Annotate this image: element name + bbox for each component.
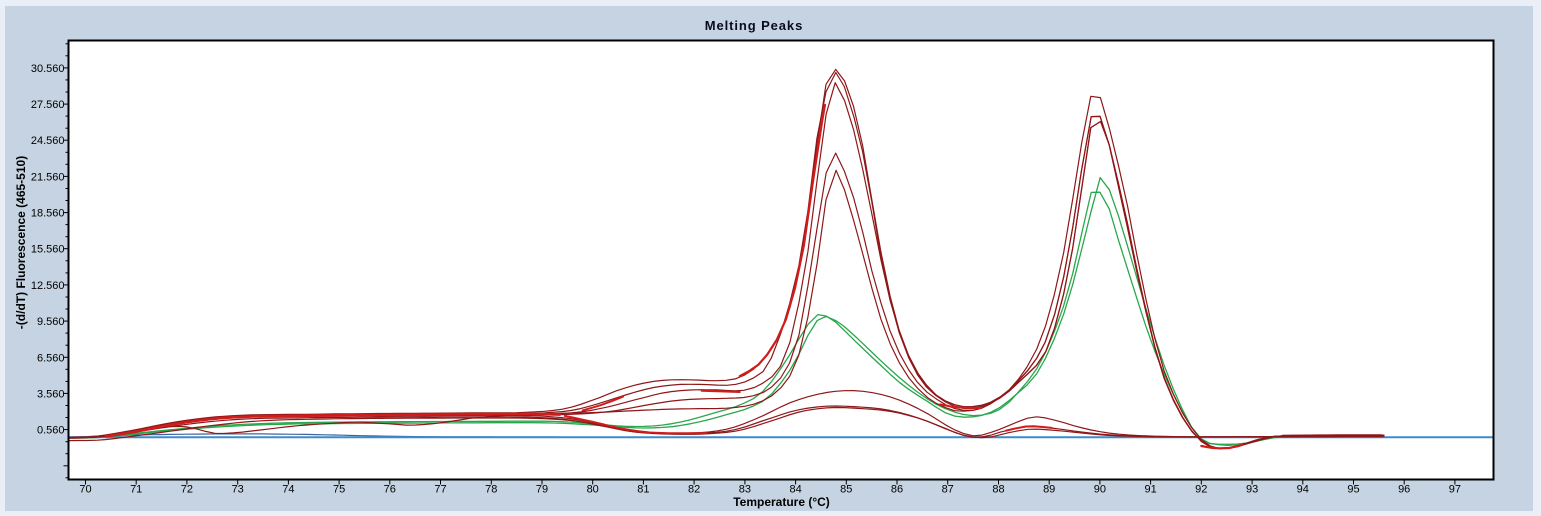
svg-text:15.560: 15.560 xyxy=(31,244,65,256)
svg-text:71: 71 xyxy=(130,483,142,495)
svg-text:12.560: 12.560 xyxy=(31,280,65,292)
svg-text:97: 97 xyxy=(1449,483,1461,495)
svg-text:27.560: 27.560 xyxy=(31,99,65,111)
svg-text:21.560: 21.560 xyxy=(31,171,65,183)
svg-text:78: 78 xyxy=(485,483,497,495)
svg-text:3.560: 3.560 xyxy=(37,388,65,400)
svg-text:92: 92 xyxy=(1195,483,1207,495)
svg-text:94: 94 xyxy=(1297,483,1309,495)
svg-text:91: 91 xyxy=(1144,483,1156,495)
svg-text:9.560: 9.560 xyxy=(37,316,65,328)
svg-text:85: 85 xyxy=(840,483,852,495)
svg-text:Melting Peaks: Melting Peaks xyxy=(705,18,803,33)
svg-text:75: 75 xyxy=(333,483,345,495)
svg-text:Temperature (°C): Temperature (°C) xyxy=(733,495,830,509)
svg-text:0.560: 0.560 xyxy=(37,425,65,437)
svg-text:18.560: 18.560 xyxy=(31,208,65,220)
svg-text:82: 82 xyxy=(688,483,700,495)
svg-text:90: 90 xyxy=(1094,483,1106,495)
svg-text:74: 74 xyxy=(282,483,294,495)
svg-text:86: 86 xyxy=(891,483,903,495)
svg-text:24.560: 24.560 xyxy=(31,135,65,147)
svg-text:6.560: 6.560 xyxy=(37,352,65,364)
svg-text:-(d/dT) Fluorescence (465-510): -(d/dT) Fluorescence (465-510) xyxy=(14,156,28,329)
svg-text:77: 77 xyxy=(434,483,446,495)
svg-text:87: 87 xyxy=(942,483,954,495)
svg-text:95: 95 xyxy=(1347,483,1359,495)
svg-text:73: 73 xyxy=(232,483,244,495)
svg-text:30.560: 30.560 xyxy=(31,63,65,75)
svg-text:80: 80 xyxy=(587,483,599,495)
svg-text:70: 70 xyxy=(79,483,91,495)
svg-text:88: 88 xyxy=(992,483,1004,495)
svg-text:76: 76 xyxy=(384,483,396,495)
svg-text:79: 79 xyxy=(536,483,548,495)
svg-text:72: 72 xyxy=(181,483,193,495)
svg-text:84: 84 xyxy=(789,483,801,495)
svg-text:96: 96 xyxy=(1398,483,1410,495)
svg-text:89: 89 xyxy=(1043,483,1055,495)
svg-text:93: 93 xyxy=(1246,483,1258,495)
svg-text:83: 83 xyxy=(739,483,751,495)
svg-text:81: 81 xyxy=(637,483,649,495)
